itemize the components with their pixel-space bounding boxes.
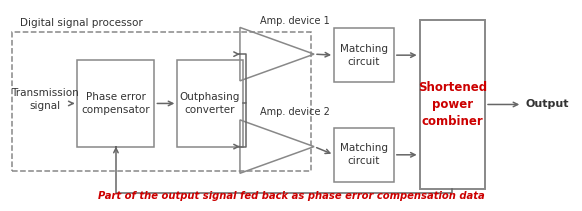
Text: Amp. device 2: Amp. device 2 (260, 107, 330, 116)
FancyBboxPatch shape (420, 20, 485, 189)
Text: Part of the output signal fed back as phase error compensation data: Part of the output signal fed back as ph… (98, 191, 485, 201)
Text: Matching
circuit: Matching circuit (340, 143, 388, 166)
Text: Amp. device 1: Amp. device 1 (260, 16, 329, 26)
Text: Transmission
signal: Transmission signal (11, 88, 79, 111)
Text: Shortened
power
combiner: Shortened power combiner (418, 81, 487, 128)
Text: Phase error
compensator: Phase error compensator (81, 92, 150, 115)
FancyBboxPatch shape (334, 28, 394, 82)
FancyBboxPatch shape (334, 128, 394, 181)
Text: Matching
circuit: Matching circuit (340, 43, 388, 67)
Text: Outphasing
converter: Outphasing converter (180, 92, 240, 115)
FancyBboxPatch shape (178, 60, 243, 147)
FancyBboxPatch shape (77, 60, 154, 147)
Text: Output: Output (525, 99, 569, 110)
Text: Digital signal processor: Digital signal processor (20, 18, 143, 28)
